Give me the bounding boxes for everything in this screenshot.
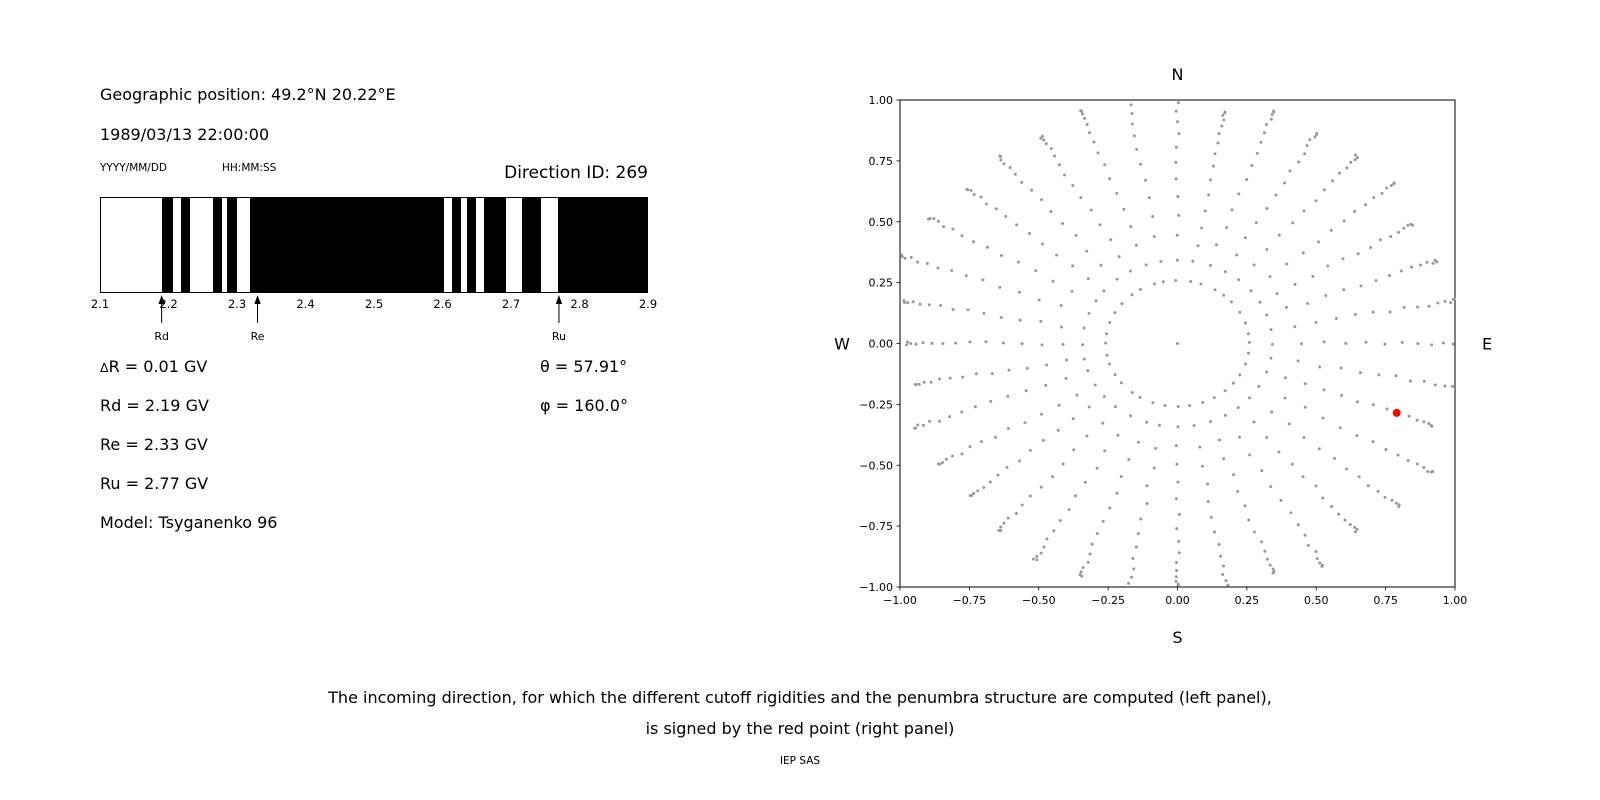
ru-value: Ru = 2.77 GV: [100, 474, 209, 493]
geographic-position-label: Geographic position: 49.2°N 20.22°E: [100, 85, 396, 104]
re-value: Re = 2.33 GV: [100, 435, 208, 454]
x-tick-label: 0.25: [1235, 594, 1260, 607]
cutoff-marker-ru: Ru: [552, 295, 566, 343]
penumbra-band: [212, 198, 223, 292]
penumbra-band: [558, 198, 647, 292]
x-tick-label: −1.00: [883, 594, 917, 607]
model-label: Model: Tsyganenko 96: [100, 513, 278, 532]
barcode-axis-ticks: 2.1 2.2 2.3 2.4 2.5 2.6 2.7 2.8 2.9: [91, 297, 657, 311]
cutoff-marker-label: Ru: [552, 330, 566, 343]
cutoff-marker-label: Rd: [154, 330, 169, 343]
penumbra-bands: [101, 198, 647, 292]
y-tick-label: −0.50: [859, 459, 893, 472]
y-tick-label: 1.00: [869, 94, 894, 107]
phi-value: φ = 160.0°: [540, 396, 628, 415]
barcode-tick-label: 2.2: [159, 297, 178, 311]
delta-r-value: ΔR = 0.01 GV: [100, 357, 207, 377]
cutoff-marker-re: Re: [251, 295, 265, 343]
x-tick-label: 0.50: [1304, 594, 1329, 607]
caption-line-2: is signed by the red point (right panel): [645, 719, 955, 738]
barcode-tick-label: 2.4: [296, 297, 315, 311]
y-tick-label: 0.75: [869, 155, 894, 168]
datetime-label: 1989/03/13 22:00:00: [100, 125, 270, 144]
direction-id-label: Direction ID: 269: [504, 163, 648, 183]
direction-scatter-plot: −1.00 −0.75 −0.50 −0.25 0.00 0.25 0.50 0.75 1.00…: [834, 65, 1492, 647]
barcode-tick-label: 2.5: [364, 297, 384, 311]
barcode-tick-label: 2.8: [570, 297, 589, 311]
penumbra-band: [466, 198, 477, 292]
caption-line-1: The incoming direction, for which the di…: [328, 688, 1272, 707]
barcode-tick-label: 2.6: [433, 297, 452, 311]
barcode-tick-label: 2.7: [501, 297, 521, 311]
penumbra-band: [227, 198, 238, 292]
x-tick-label: 0.00: [1165, 594, 1190, 607]
y-tick-label: 0.50: [869, 216, 894, 229]
delta-r-text: R = 0.01 GV: [108, 357, 208, 376]
footer-credit: IEP SAS: [779, 755, 821, 767]
penumbra-band: [250, 198, 444, 292]
x-tick-label: 0.75: [1373, 594, 1398, 607]
barcode-tick-label: 2.1: [90, 297, 110, 311]
rd-value: Rd = 2.19 GV: [100, 396, 209, 415]
delta-symbol: Δ: [100, 360, 109, 375]
compass-label-n: N: [1172, 65, 1184, 84]
cutoff-marker-rd: Rd: [154, 295, 169, 343]
y-tick-label: 0.00: [869, 338, 894, 351]
compass-label-w: W: [834, 335, 850, 354]
direction-grid-dots: [900, 101, 1456, 587]
penumbra-band: [180, 198, 191, 292]
x-tick-label: 1.00: [1443, 594, 1468, 607]
x-tick-label: −0.25: [1091, 594, 1125, 607]
time-format-label: HH:MM:SS: [222, 162, 277, 174]
barcode-tick-label: 2.9: [638, 297, 658, 311]
penumbra-barcode: [100, 197, 648, 293]
y-tick-label: −1.00: [859, 581, 893, 594]
cutoff-marker-arrows: Rd Re Ru: [154, 295, 566, 343]
penumbra-band: [522, 198, 542, 292]
barcode-tick-label: 2.3: [227, 297, 247, 311]
penumbra-band: [162, 198, 173, 292]
compass-label-e: E: [1482, 335, 1492, 354]
penumbra-band: [483, 198, 506, 292]
x-tick-label: −0.50: [1022, 594, 1056, 607]
red-point: [1392, 408, 1401, 417]
y-tick-label: −0.25: [859, 398, 893, 411]
penumbra-band: [451, 198, 462, 292]
compass-label-s: S: [1172, 628, 1182, 647]
theta-value: θ = 57.91°: [540, 357, 628, 376]
y-tick-label: 0.25: [869, 277, 894, 290]
date-format-label: YYYY/MM/DD: [100, 162, 168, 174]
x-tick-label: −0.75: [953, 594, 987, 607]
y-tick-label: −0.75: [859, 520, 893, 533]
cutoff-marker-label: Re: [251, 330, 265, 343]
